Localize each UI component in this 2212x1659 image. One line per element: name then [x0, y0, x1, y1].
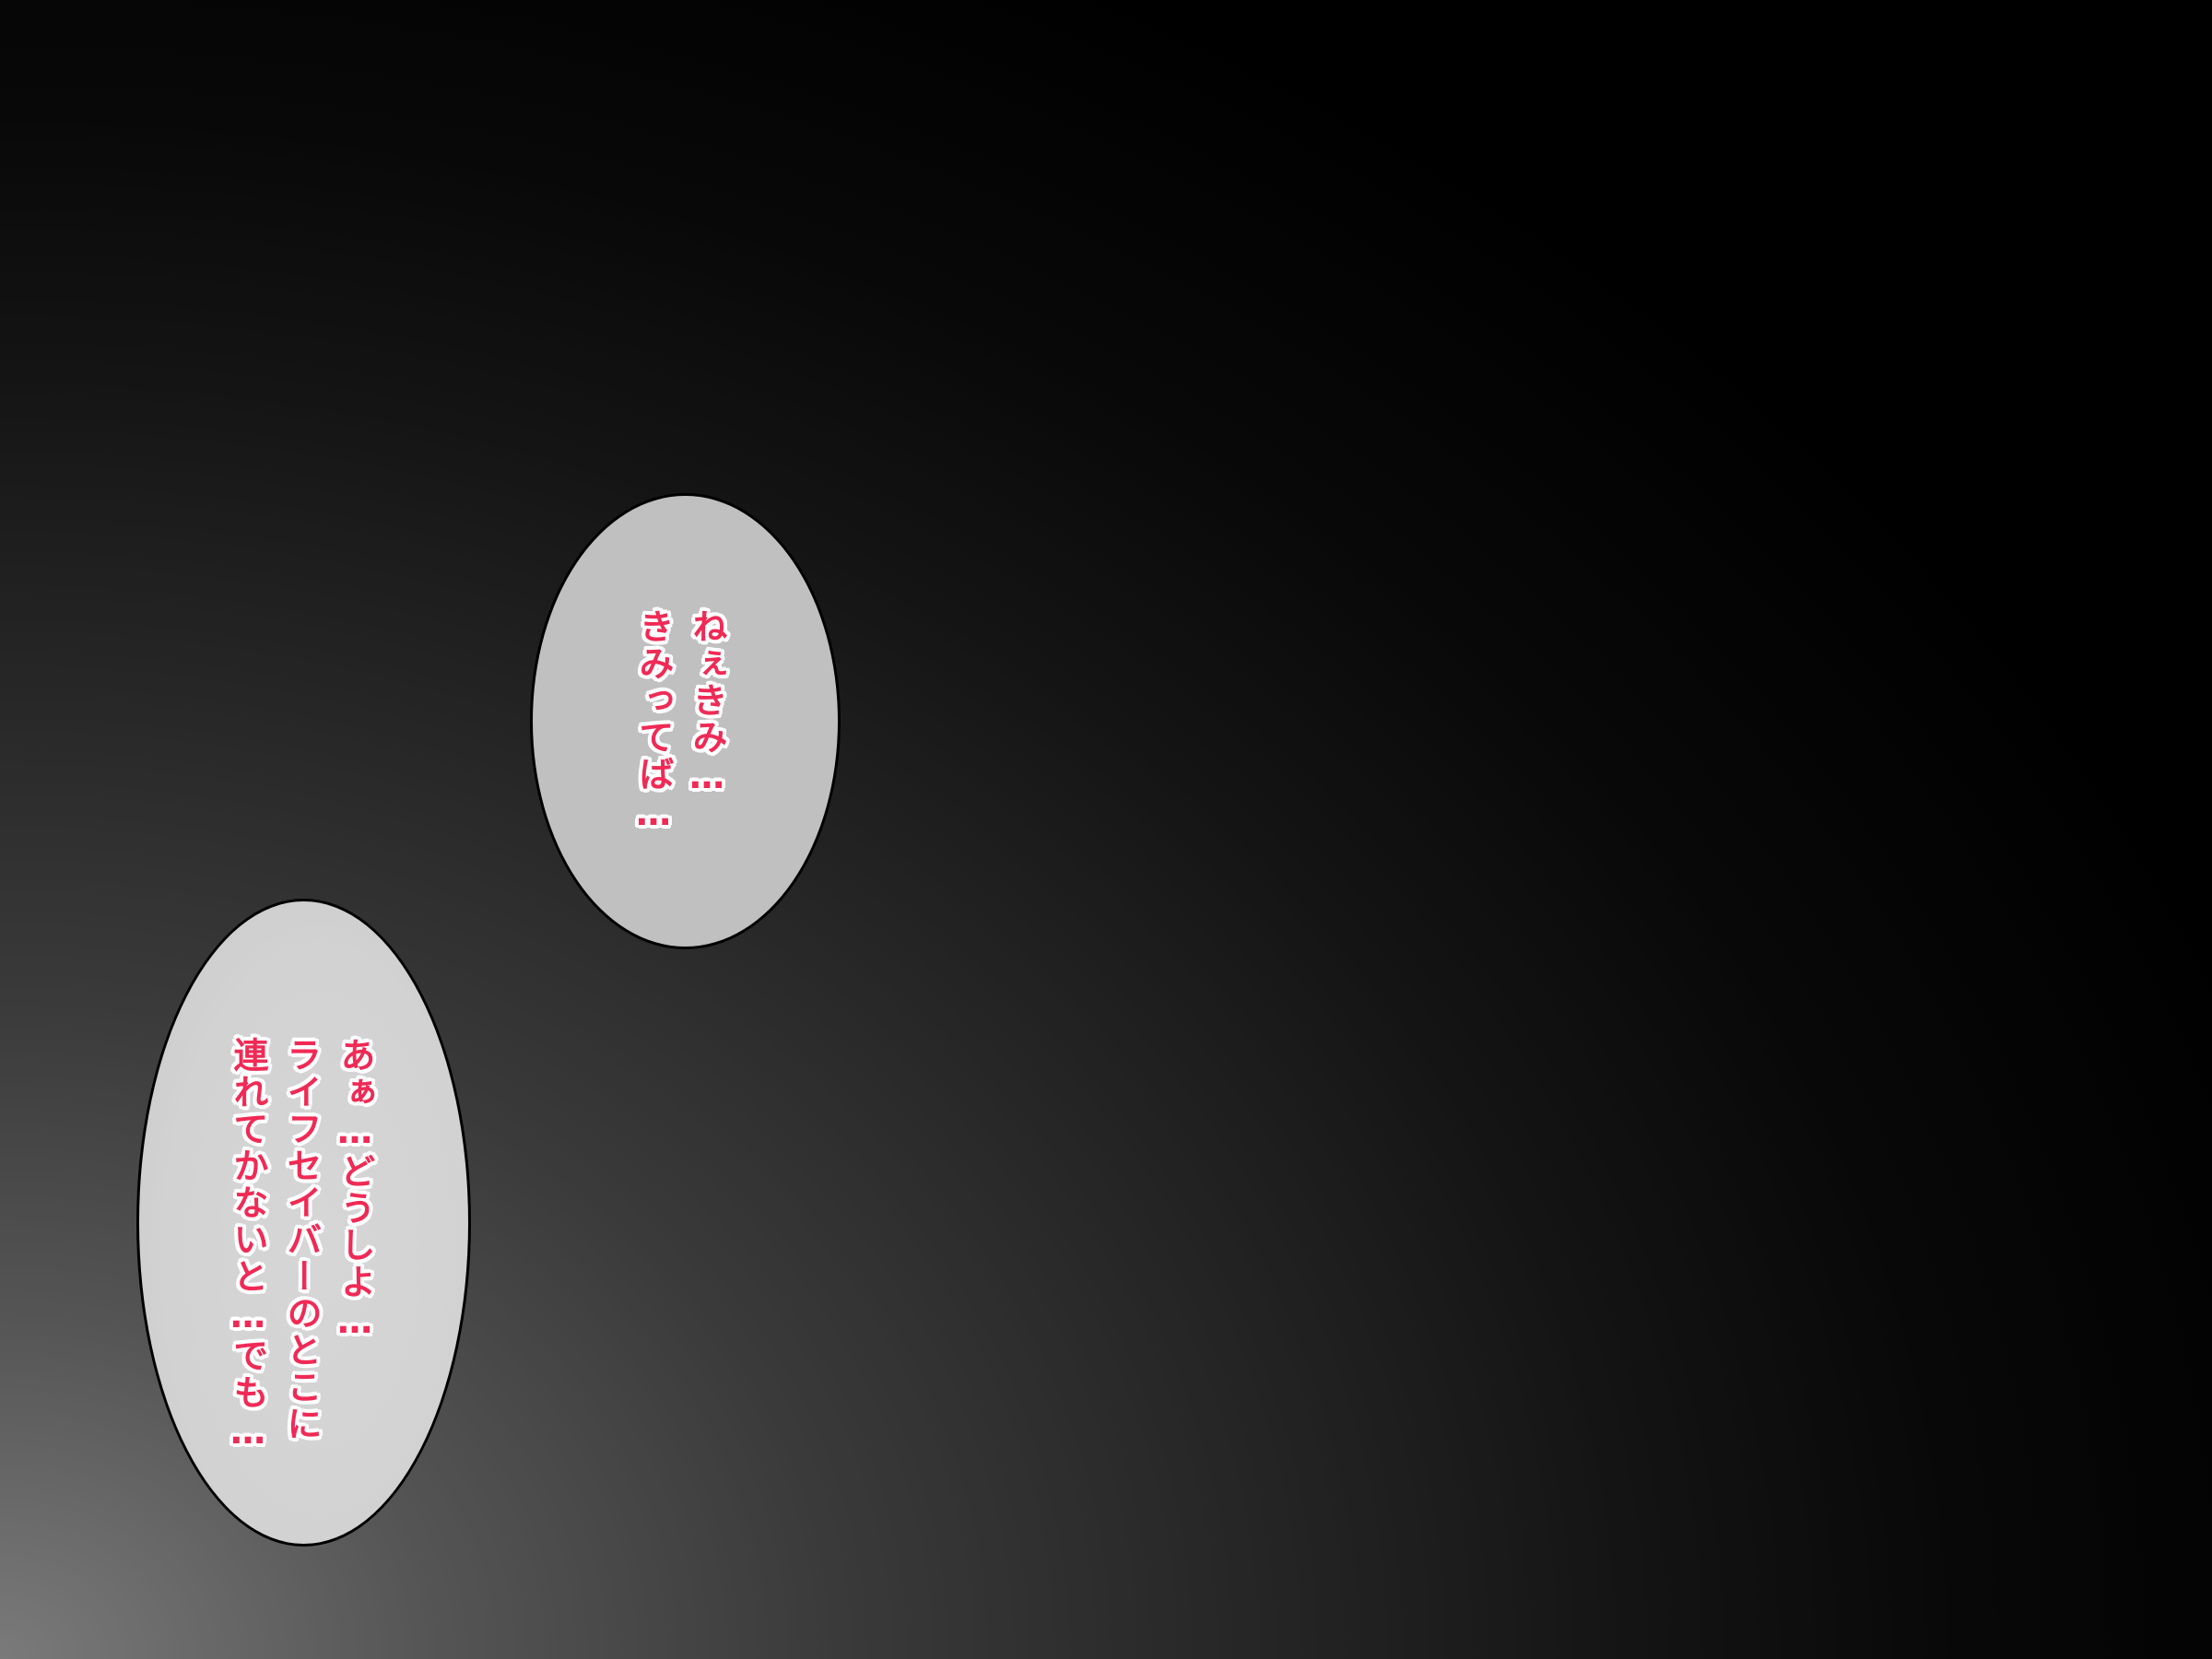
speech-text-bottom: あぁ…どうしよ… ライフセイバーのとこに 連れてかないと…でも…: [221, 1037, 382, 1461]
speech-bubble-top: [530, 493, 841, 949]
speech-line: ねぇきみ…: [687, 608, 727, 798]
speech-line: あぁ…どうしよ…: [335, 1037, 375, 1343]
speech-text-top: ねぇきみ… きみってば…: [627, 608, 734, 885]
speech-line: 連れてかないと…でも…: [228, 1037, 268, 1453]
speech-line: きみってば…: [633, 608, 674, 835]
speech-line: ライフセイバーのとこに: [281, 1037, 322, 1442]
speech-bubble-bottom: [136, 899, 471, 1547]
